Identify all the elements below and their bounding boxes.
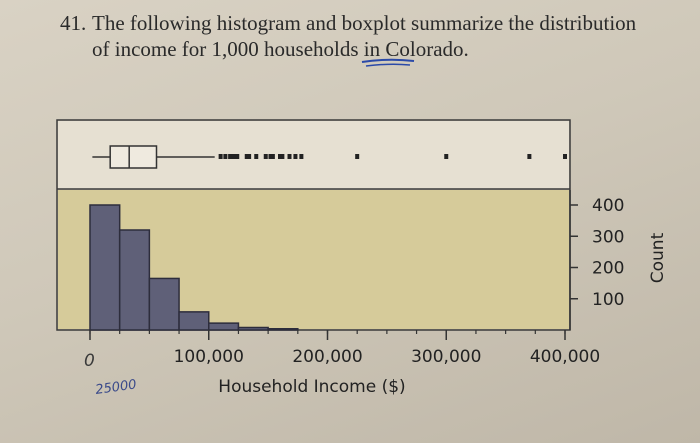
boxplot-outlier-19 <box>527 154 532 159</box>
boxplot-outlier-16 <box>299 154 304 159</box>
histogram-bar-2 <box>118 229 151 331</box>
histogram-bar-6 <box>237 326 269 331</box>
boxplot-outlier-3 <box>228 154 233 159</box>
histogram-bar-3 <box>148 277 180 331</box>
y-tick-label: 400 <box>592 196 624 216</box>
boxplot-outlier-8 <box>254 154 259 159</box>
boxplot-outlier-15 <box>293 154 298 159</box>
boxplot-outlier-18 <box>444 154 449 159</box>
y-tick-label: 300 <box>592 227 624 247</box>
x-tick-label: 400,000 <box>530 347 600 367</box>
boxplot-outlier-6 <box>244 154 249 159</box>
histogram-bar-4 <box>178 311 210 331</box>
boxplot-outlier-14 <box>287 154 292 159</box>
boxplot-outlier-11 <box>270 154 275 159</box>
boxplot-outlier-20 <box>563 154 567 159</box>
question-text: The following histogram and boxplot summ… <box>92 11 637 61</box>
boxplot-outlier-7 <box>247 154 252 159</box>
y-tick-label: 200 <box>592 259 624 279</box>
y-tick-label: 100 <box>592 290 624 310</box>
boxplot-outlier-5 <box>235 154 240 159</box>
histogram-bar-5 <box>208 322 240 331</box>
boxplot-outlier-9 <box>263 154 268 159</box>
boxplot-outlier-10 <box>268 154 273 159</box>
handwritten-underline-2 <box>365 63 411 67</box>
boxplot-outlier-1 <box>218 154 223 159</box>
handwritten-underline <box>361 58 415 63</box>
x-tick-label: 200,000 <box>292 347 362 367</box>
boxplot-outlier-12 <box>278 154 282 159</box>
question-number: 41. <box>60 11 87 35</box>
boxplot-outlier-2 <box>223 154 228 159</box>
y-axis-label: Count <box>648 232 668 283</box>
handwritten-zero: 0 <box>84 351 95 371</box>
x-tick-label: 300,000 <box>411 347 481 367</box>
boxplot-outlier-13 <box>280 154 285 159</box>
boxplot-box <box>109 145 158 169</box>
x-axis-label: Household Income ($) <box>218 377 405 397</box>
boxplot-outlier-4 <box>231 154 236 159</box>
histogram-bar-1 <box>89 204 121 331</box>
boxplot-outlier-17 <box>355 154 360 159</box>
x-tick-label: 100,000 <box>174 347 244 367</box>
histogram-bar-7 <box>267 328 299 331</box>
handwritten-bin-width: 25000 <box>94 377 137 398</box>
